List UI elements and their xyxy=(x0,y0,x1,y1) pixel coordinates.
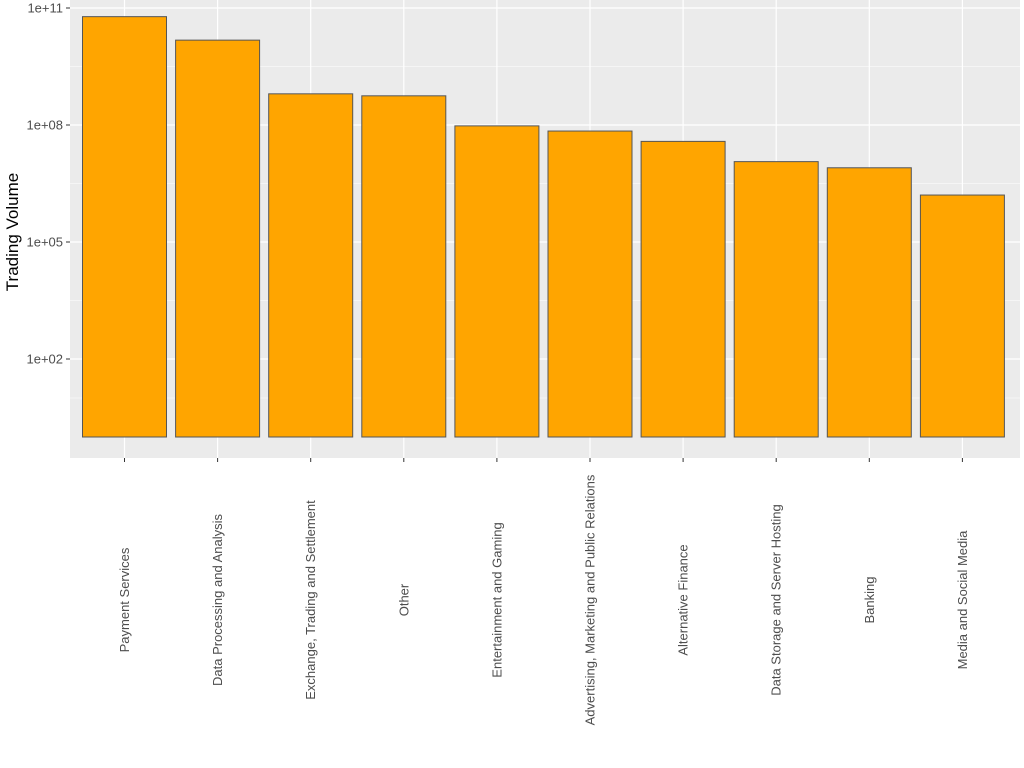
y-axis-title: Trading Volume xyxy=(3,173,22,291)
bar xyxy=(361,95,447,438)
bar xyxy=(733,161,819,438)
bars-group xyxy=(82,16,1005,438)
x-tick-label: Data Storage and Server Hosting xyxy=(769,504,784,696)
y-axis: 1e+02 1e+05 1e+08 1e+11 xyxy=(26,1,70,367)
x-tick-label: Data Processing and Analysis xyxy=(210,514,225,686)
bar xyxy=(268,93,354,438)
x-tick-label: Other xyxy=(396,583,411,616)
x-tick-label: Entertainment and Gaming xyxy=(489,522,504,677)
y-tick-label: 1e+08 xyxy=(26,118,63,133)
bar xyxy=(547,130,633,438)
bar xyxy=(454,125,540,438)
bar xyxy=(826,167,912,438)
bar xyxy=(175,39,261,438)
x-tick-label: Advertising, Marketing and Public Relati… xyxy=(583,474,598,725)
x-axis: Payment Services Data Processing and Anal… xyxy=(117,458,970,725)
x-tick-label: Exchange, Trading and Settlement xyxy=(303,500,318,700)
y-tick-label: 1e+11 xyxy=(27,1,63,16)
x-tick-label: Banking xyxy=(862,577,877,624)
bar xyxy=(919,194,1005,438)
x-tick-label: Payment Services xyxy=(117,547,132,652)
bar xyxy=(640,140,726,438)
y-tick-label: 1e+05 xyxy=(26,235,63,250)
x-tick-label: Alternative Finance xyxy=(676,544,691,655)
bar xyxy=(82,16,167,438)
y-tick-label: 1e+02 xyxy=(26,352,63,367)
x-tick-label: Media and Social Media xyxy=(955,530,970,670)
